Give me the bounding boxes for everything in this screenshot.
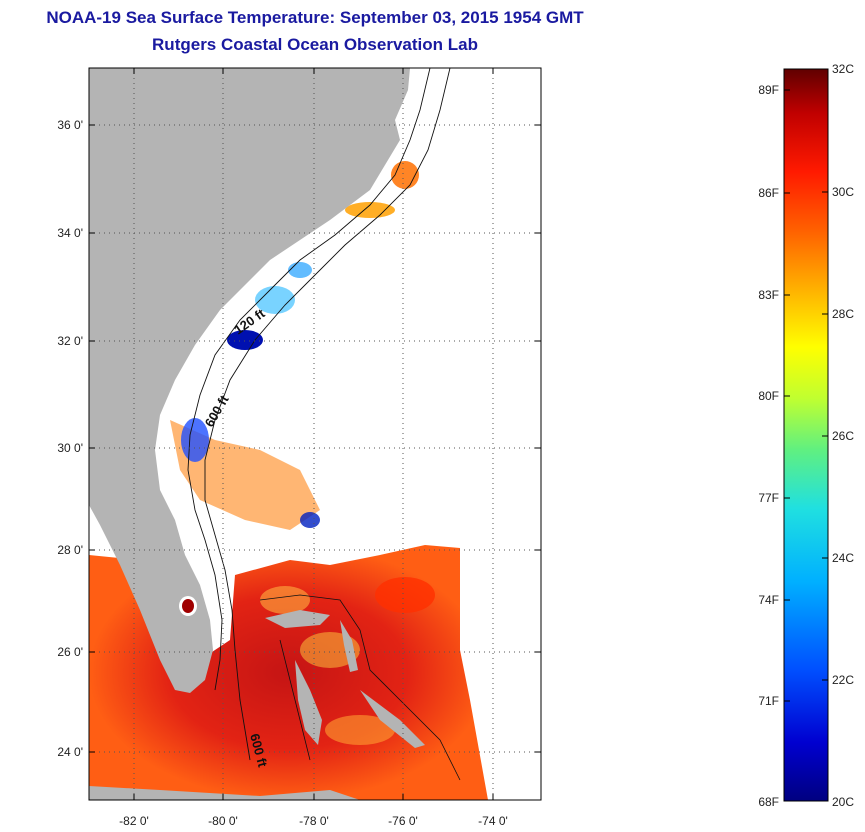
lon-tick-label: -74 0' (478, 814, 508, 828)
colorbar-label-c: 30C (832, 185, 854, 199)
colorbar-label-f: 68F (758, 795, 779, 809)
map-frame (88, 67, 542, 801)
lat-tick-label: 34 0' (57, 226, 83, 240)
land-bahamas-andros (295, 660, 322, 745)
lat-tick-label: 30 0' (57, 441, 83, 455)
land-bahamas-eleuthera (340, 620, 358, 672)
colorbar-label-c: 26C (832, 429, 854, 443)
sst-cool-patch (288, 262, 312, 278)
colorbar-label-c: 20C (832, 795, 854, 809)
lake-okeechobee-sst (182, 599, 194, 613)
graticule (89, 68, 541, 800)
sst-cool-patch (255, 286, 295, 314)
colorbar-label-f: 74F (758, 593, 779, 607)
lon-tick-label: -76 0' (388, 814, 418, 828)
map-content: 120 ft 600 ft 600 ft (89, 68, 541, 800)
colorbar-label-c: 28C (832, 307, 854, 321)
lon-tick-label: -82 0' (119, 814, 149, 828)
land-bahamas-exuma (360, 690, 425, 748)
lon-tick-label: -80 0' (208, 814, 238, 828)
land-cuba (89, 786, 360, 800)
land-us-southeast (89, 68, 410, 693)
sst-cool-patch (227, 330, 263, 350)
temperature-colorbar (783, 68, 829, 802)
lat-tick-label: 24 0' (57, 745, 83, 759)
sst-warm-patch (375, 577, 435, 613)
sst-cool-patch (300, 512, 320, 528)
colorbar-label-f: 89F (758, 83, 779, 97)
lon-tick-label: -78 0' (299, 814, 329, 828)
lat-tick-label: 26 0' (57, 645, 83, 659)
lat-tick-label: 36 0' (57, 118, 83, 132)
colorbar-label-f: 71F (758, 694, 779, 708)
sst-cool-patch (181, 418, 209, 462)
colorbar-label-f: 77F (758, 491, 779, 505)
axis-ticks (89, 68, 541, 800)
colorbar-label-f: 86F (758, 186, 779, 200)
colorbar-label-c: 32C (832, 62, 854, 76)
colorbar-ticks (784, 89, 828, 702)
lat-tick-label: 32 0' (57, 334, 83, 348)
sst-warm-patch (260, 586, 310, 614)
sst-warm-patch (345, 202, 395, 218)
colorbar-label-c: 24C (832, 551, 854, 565)
isobath-bahamas (259, 594, 461, 781)
map-subtitle: Rutgers Coastal Ocean Observation Lab (152, 35, 478, 54)
lat-tick-label: 28 0' (57, 543, 83, 557)
colorbar-label-c: 22C (832, 673, 854, 687)
colorbar-label-f: 83F (758, 288, 779, 302)
map-title: NOAA-19 Sea Surface Temperature: Septemb… (46, 8, 584, 27)
isobath-600ft (204, 68, 451, 761)
sst-warm-patch (325, 715, 395, 745)
isobath-120ft (187, 68, 431, 691)
colorbar-label-f: 80F (758, 389, 779, 403)
